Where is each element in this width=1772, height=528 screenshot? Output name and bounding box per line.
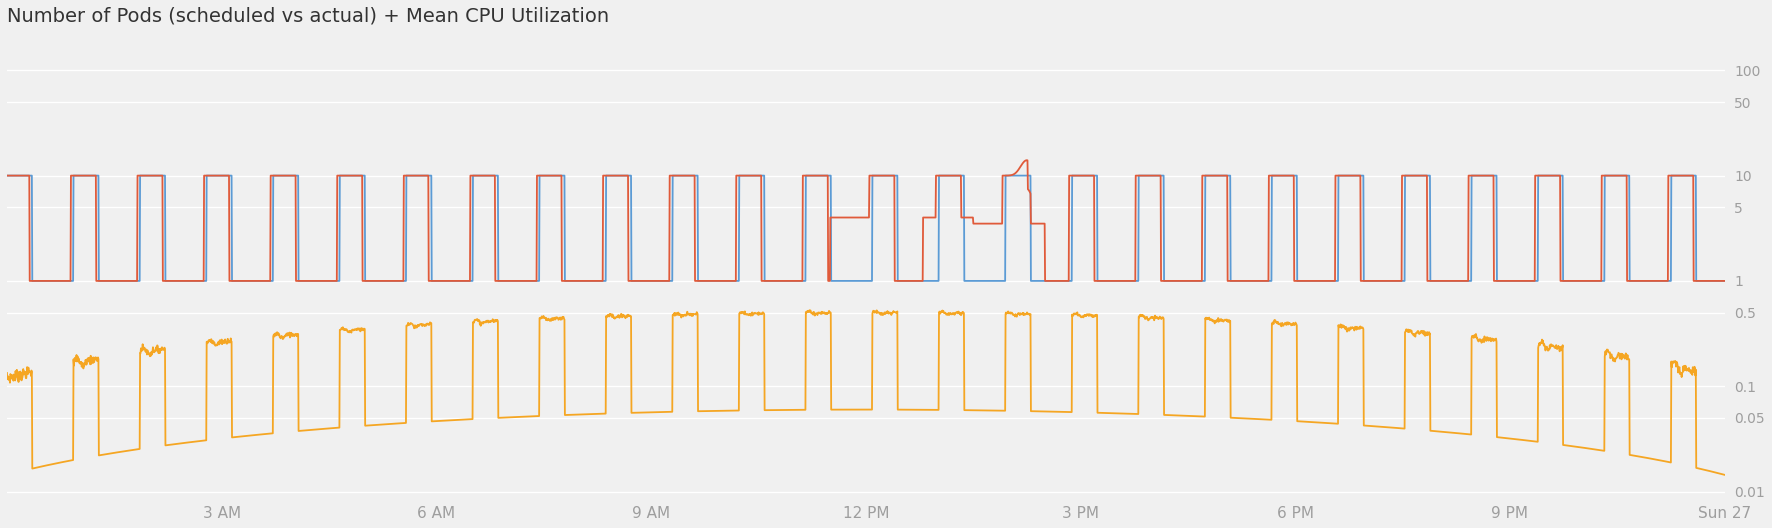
Text: Number of Pods (scheduled vs actual) + Mean CPU Utilization: Number of Pods (scheduled vs actual) + M… <box>7 7 610 26</box>
